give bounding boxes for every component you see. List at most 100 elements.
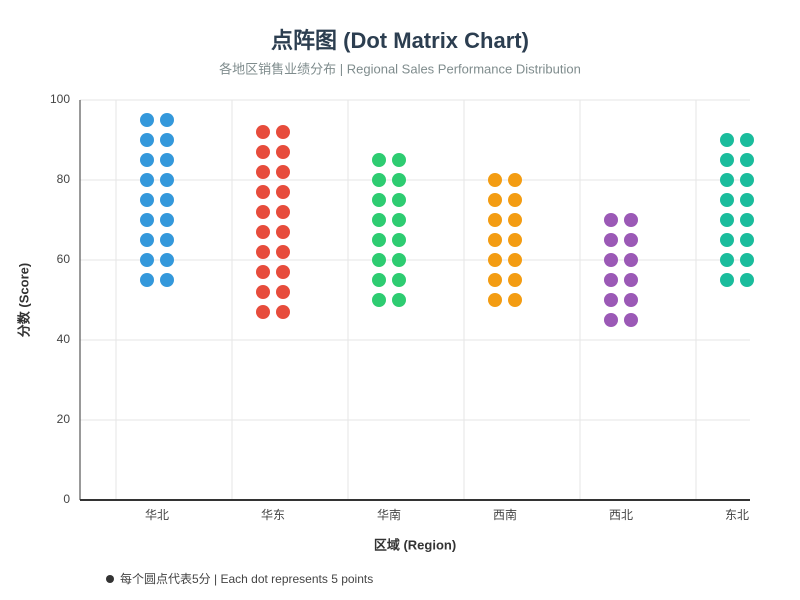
dot <box>372 173 386 187</box>
dot <box>256 145 270 159</box>
dot <box>372 273 386 287</box>
dot <box>256 125 270 139</box>
y-axis-label: 分数 (Score) <box>16 263 31 337</box>
dot <box>720 253 734 267</box>
dot <box>160 273 174 287</box>
x-tick-label: 西北 <box>609 508 633 522</box>
dot <box>508 233 522 247</box>
dot <box>624 313 638 327</box>
dot <box>740 233 754 247</box>
dot <box>720 273 734 287</box>
dot <box>392 153 406 167</box>
dot <box>740 253 754 267</box>
dot <box>256 285 270 299</box>
dot <box>508 213 522 227</box>
dot <box>256 225 270 239</box>
dot <box>624 293 638 307</box>
dot <box>740 133 754 147</box>
y-tick-label: 100 <box>50 92 70 106</box>
dot <box>276 225 290 239</box>
dot <box>160 213 174 227</box>
dot <box>624 213 638 227</box>
x-tick-label: 华东 <box>261 508 285 522</box>
dot <box>508 253 522 267</box>
dot <box>372 293 386 307</box>
dot <box>488 273 502 287</box>
dot <box>624 233 638 247</box>
dot <box>488 173 502 187</box>
dot <box>140 273 154 287</box>
dot <box>604 213 618 227</box>
dot <box>140 113 154 127</box>
dot <box>160 193 174 207</box>
x-tick-label: 西南 <box>493 507 517 522</box>
dot <box>488 253 502 267</box>
note: 每个圆点代表5分 | Each dot represents 5 points <box>120 571 373 586</box>
dot <box>392 233 406 247</box>
dot <box>276 205 290 219</box>
dot <box>604 253 618 267</box>
x-axis-label: 区域 (Region) <box>374 537 456 552</box>
x-tick-label: 华北 <box>145 508 169 522</box>
dot <box>392 173 406 187</box>
dot <box>372 213 386 227</box>
dot <box>720 153 734 167</box>
dot <box>740 173 754 187</box>
y-tick-label: 60 <box>57 252 71 266</box>
dot <box>276 285 290 299</box>
dot <box>508 173 522 187</box>
dot <box>372 153 386 167</box>
y-tick-label: 20 <box>57 412 71 426</box>
legend-dot <box>106 575 114 583</box>
dot <box>604 313 618 327</box>
dot <box>604 273 618 287</box>
dot <box>140 253 154 267</box>
dot <box>604 293 618 307</box>
dot <box>276 265 290 279</box>
dot <box>160 233 174 247</box>
dot <box>720 133 734 147</box>
dot <box>720 233 734 247</box>
dot <box>256 305 270 319</box>
dot <box>276 185 290 199</box>
dot <box>508 293 522 307</box>
dot <box>740 213 754 227</box>
y-tick-label: 80 <box>57 172 71 186</box>
dot <box>160 173 174 187</box>
dot <box>488 193 502 207</box>
dot <box>140 193 154 207</box>
dot <box>720 193 734 207</box>
dot <box>256 265 270 279</box>
dot <box>372 193 386 207</box>
dot <box>624 273 638 287</box>
dot <box>140 233 154 247</box>
dot <box>488 213 502 227</box>
dot <box>160 253 174 267</box>
dot <box>740 153 754 167</box>
dot <box>276 165 290 179</box>
dot <box>392 293 406 307</box>
dot <box>508 273 522 287</box>
x-tick-label: 华南 <box>377 507 401 522</box>
dot <box>392 273 406 287</box>
dot <box>508 193 522 207</box>
dot <box>140 213 154 227</box>
dot <box>256 205 270 219</box>
dot <box>372 233 386 247</box>
chart-title: 点阵图 (Dot Matrix Chart) <box>271 28 529 53</box>
dot <box>160 113 174 127</box>
dot <box>276 125 290 139</box>
dot <box>392 193 406 207</box>
dot <box>372 253 386 267</box>
dot <box>488 293 502 307</box>
dot <box>392 213 406 227</box>
x-tick-label: 东北 <box>725 508 749 522</box>
dot <box>720 213 734 227</box>
dot <box>276 145 290 159</box>
dot <box>256 245 270 259</box>
dot <box>624 253 638 267</box>
dot <box>392 253 406 267</box>
dot <box>276 305 290 319</box>
chart-subtitle: 各地区销售业绩分布 | Regional Sales Performance D… <box>219 61 581 76</box>
